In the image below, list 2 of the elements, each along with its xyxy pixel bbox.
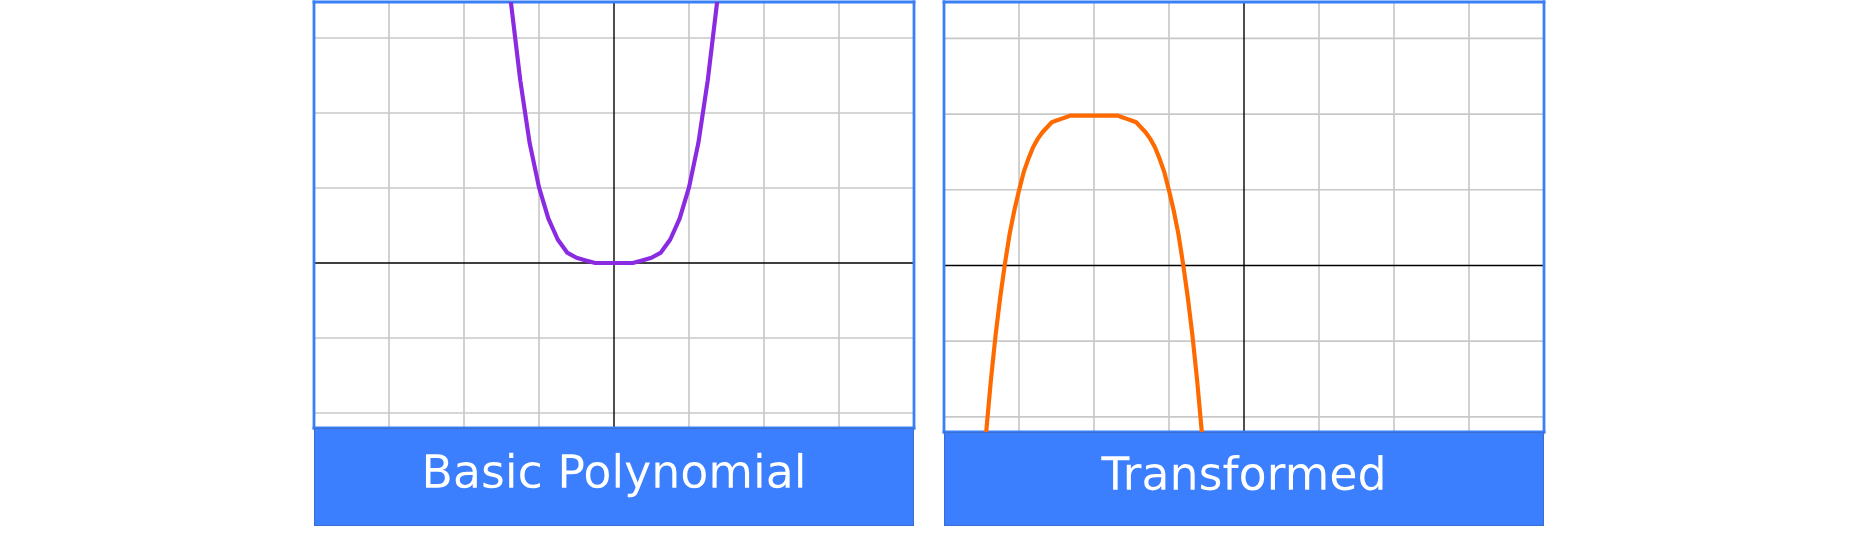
- text: Basic Polynomial: [425, 452, 803, 498]
- text: Transformed: [1101, 454, 1383, 491]
